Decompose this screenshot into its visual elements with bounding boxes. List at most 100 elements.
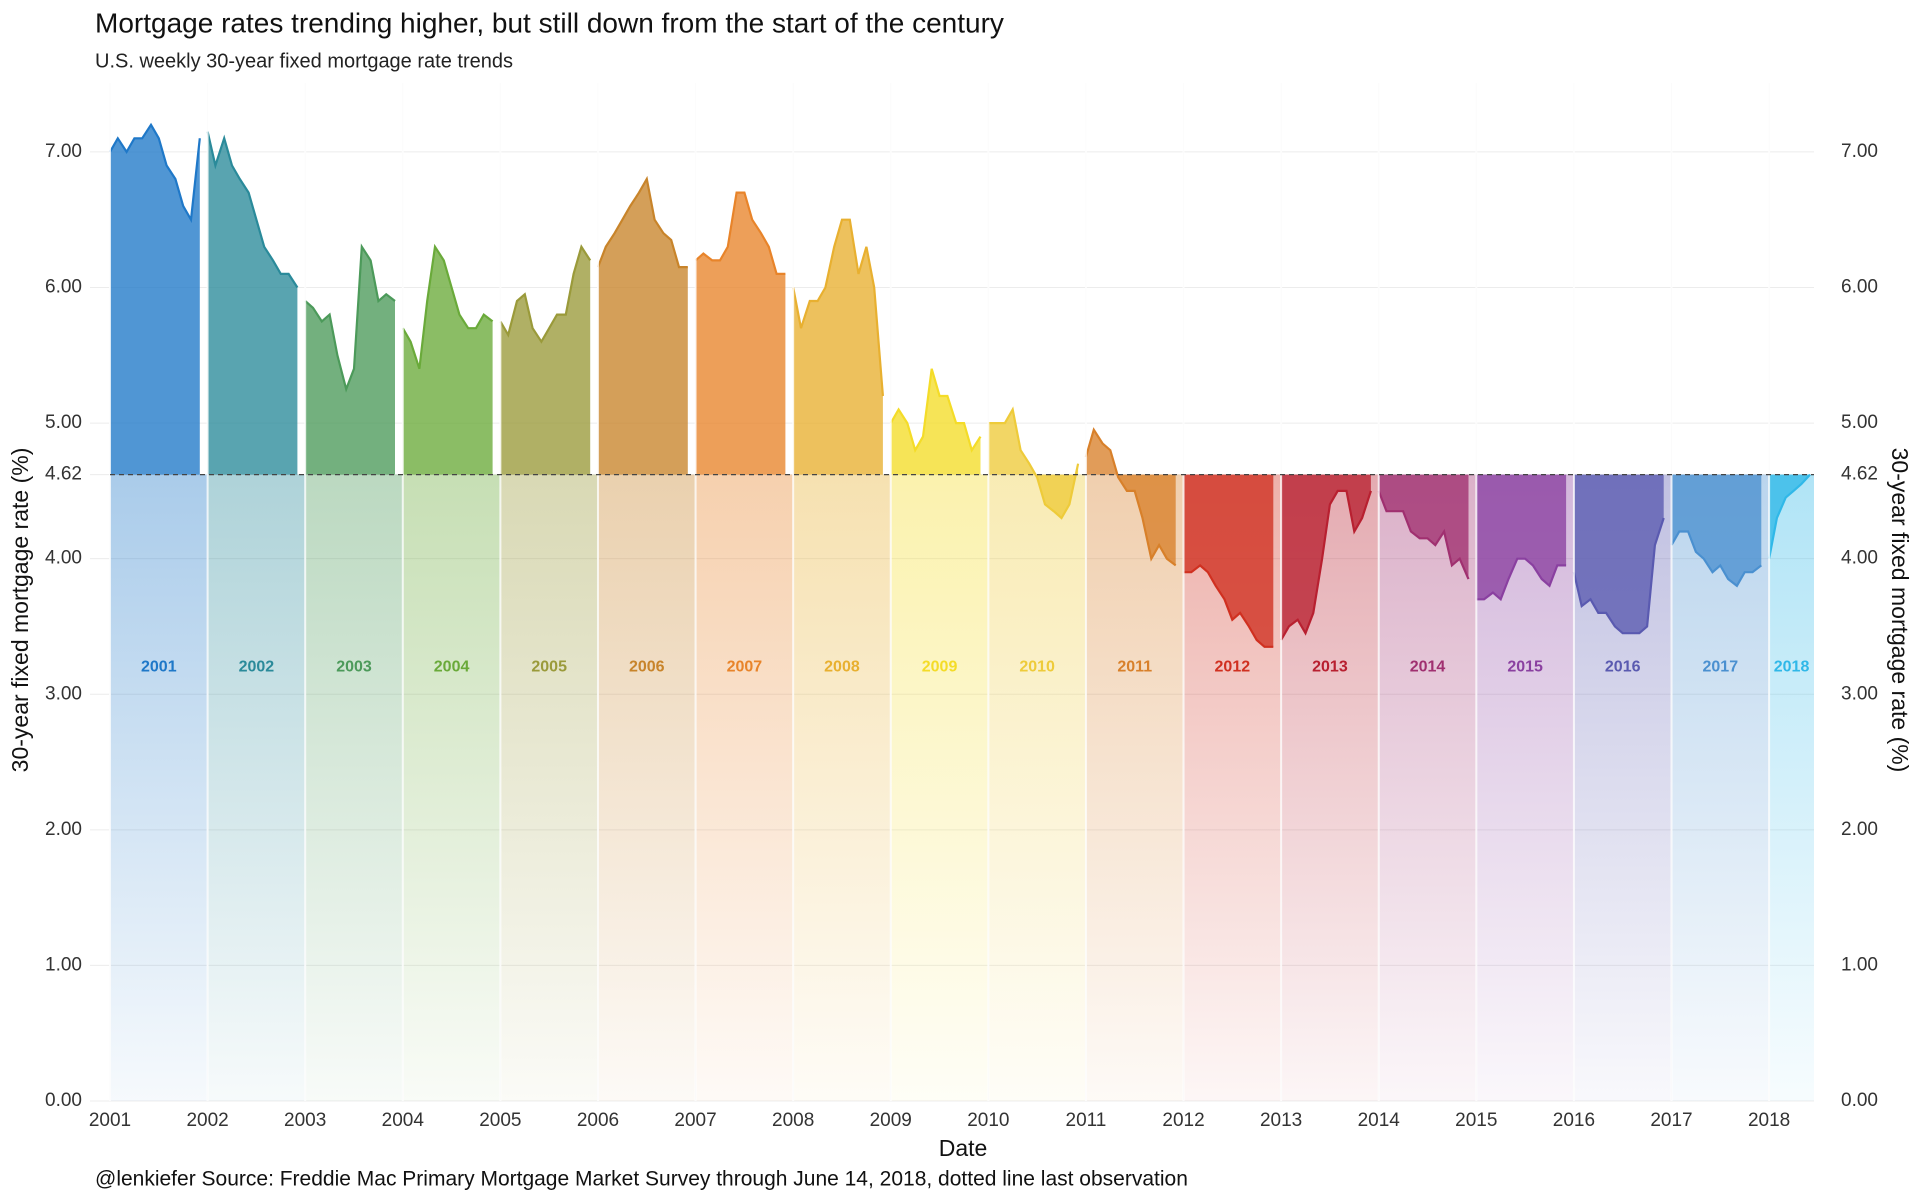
year-label: 2018	[1774, 658, 1810, 675]
plot-area: 2001 2002 2003 2004 2005 2006 2007 2008 2009 2010…	[109, 83, 1814, 1101]
x-tick-label: 2011	[1066, 1110, 1107, 1131]
year-label: 2008	[824, 658, 860, 675]
line	[109, 122, 201, 224]
year-band	[305, 474, 403, 1101]
year-label: 2006	[629, 658, 665, 675]
year-band	[1671, 474, 1770, 1101]
area-fill	[695, 192, 786, 475]
axes: 0.00 1.00 2.00 3.00 4.00 4.62 5.00 6.00 7.00 0.00…	[45, 141, 1878, 1131]
y2-tick-label: 5.00	[1841, 412, 1878, 433]
line	[1572, 517, 1665, 635]
y-tick-label: 2.00	[45, 819, 82, 840]
y-tick-label: 1.00	[45, 954, 82, 975]
line	[596, 175, 688, 269]
line	[1377, 490, 1470, 580]
y-tick-label: 4.00	[45, 548, 82, 569]
year-label: 2012	[1215, 658, 1251, 675]
x-tick-label: 2007	[674, 1110, 716, 1131]
year-band	[890, 474, 989, 1101]
year-label: 2013	[1312, 658, 1348, 675]
area-fill	[1281, 474, 1371, 640]
x-tick-label: 2014	[1358, 1110, 1401, 1131]
year-label: 2005	[531, 658, 567, 675]
y2-tick-label: 7.00	[1841, 141, 1878, 162]
area-fill	[793, 219, 883, 475]
y-axis-title: 30-year fixed mortgage rate (%)	[7, 448, 33, 773]
caption: @lenkiefer Source: Freddie Mac Primary M…	[95, 1168, 1188, 1191]
year-label: 2017	[1703, 658, 1739, 675]
year-band	[1378, 474, 1477, 1101]
x-tick-label: 2003	[284, 1110, 326, 1131]
x-tick-label: 2018	[1748, 1110, 1790, 1131]
y2-tick-label: 3.00	[1841, 683, 1878, 704]
line	[401, 243, 494, 370]
line	[304, 243, 396, 393]
year-band	[1769, 474, 1814, 1101]
year-label: 2009	[922, 658, 958, 675]
year-label: 2007	[727, 658, 763, 675]
x-tick-label: 2009	[870, 1110, 912, 1131]
line	[1670, 530, 1762, 588]
area-fill	[1573, 474, 1664, 634]
area-fill	[402, 246, 493, 475]
area-fill	[500, 246, 591, 475]
y-tick-label: 7.00	[45, 141, 82, 162]
year-label: 2001	[141, 658, 177, 675]
y-tick-label: 3.00	[45, 683, 82, 704]
y2-tick-label: 1.00	[1841, 954, 1878, 975]
line	[499, 244, 592, 344]
x-tick-label: 2013	[1260, 1110, 1302, 1131]
year-label: 2010	[1019, 658, 1055, 675]
y2-tick-label: 4.00	[1841, 548, 1878, 569]
y-tick-label: 4.62	[45, 464, 82, 485]
year-band	[988, 474, 1086, 1101]
x-tick-label: 2008	[772, 1110, 814, 1131]
area-fill	[1183, 474, 1274, 647]
x-tick-label: 2005	[479, 1110, 521, 1131]
x-tick-label: 2010	[967, 1110, 1009, 1131]
line	[206, 131, 299, 289]
line	[988, 406, 1080, 520]
area-fill	[1085, 429, 1176, 566]
x-axis-title: Date	[939, 1135, 988, 1161]
line	[1084, 427, 1177, 567]
chart-subtitle: U.S. weekly 30-year fixed mortgage rate …	[95, 50, 513, 72]
area-fill	[1476, 474, 1567, 600]
year-label: 2003	[336, 658, 372, 675]
year-label: 2016	[1605, 658, 1641, 675]
line	[694, 191, 786, 275]
x-tick-label: 2001	[89, 1110, 131, 1131]
line	[1476, 557, 1567, 602]
area-fill	[110, 124, 200, 475]
year-band	[402, 474, 501, 1101]
area-fill	[1769, 474, 1811, 559]
y-tick-label: 6.00	[45, 276, 82, 297]
y2-tick-label: 6.00	[1841, 276, 1878, 297]
year-band	[597, 474, 696, 1101]
x-tick-label: 2016	[1553, 1110, 1595, 1131]
area-fill	[207, 131, 298, 475]
year-band	[207, 474, 306, 1101]
area-fill	[988, 409, 1079, 518]
area-fill	[890, 368, 981, 475]
year-band	[695, 474, 794, 1101]
chart-title: Mortgage rates trending higher, but stil…	[95, 7, 1004, 38]
x-tick-label: 2002	[186, 1110, 228, 1131]
x-tick-label: 2015	[1455, 1110, 1497, 1131]
x-tick-label: 2006	[577, 1110, 619, 1131]
y2-tick-label: 2.00	[1841, 819, 1878, 840]
x-tick-label: 2004	[382, 1110, 425, 1131]
year-label: 2004	[434, 658, 470, 675]
y-tick-label: 0.00	[45, 1090, 82, 1111]
year-band	[1085, 474, 1184, 1101]
area-fill	[1671, 474, 1762, 586]
x-tick-label: 2017	[1650, 1110, 1692, 1131]
year-band	[793, 474, 891, 1101]
year-label: 2015	[1507, 658, 1543, 675]
line	[1768, 473, 1811, 559]
area-fill	[1378, 474, 1469, 579]
y-tick-label: 5.00	[45, 412, 82, 433]
y2-tick-label: 0.00	[1841, 1090, 1878, 1111]
line	[1183, 563, 1274, 648]
